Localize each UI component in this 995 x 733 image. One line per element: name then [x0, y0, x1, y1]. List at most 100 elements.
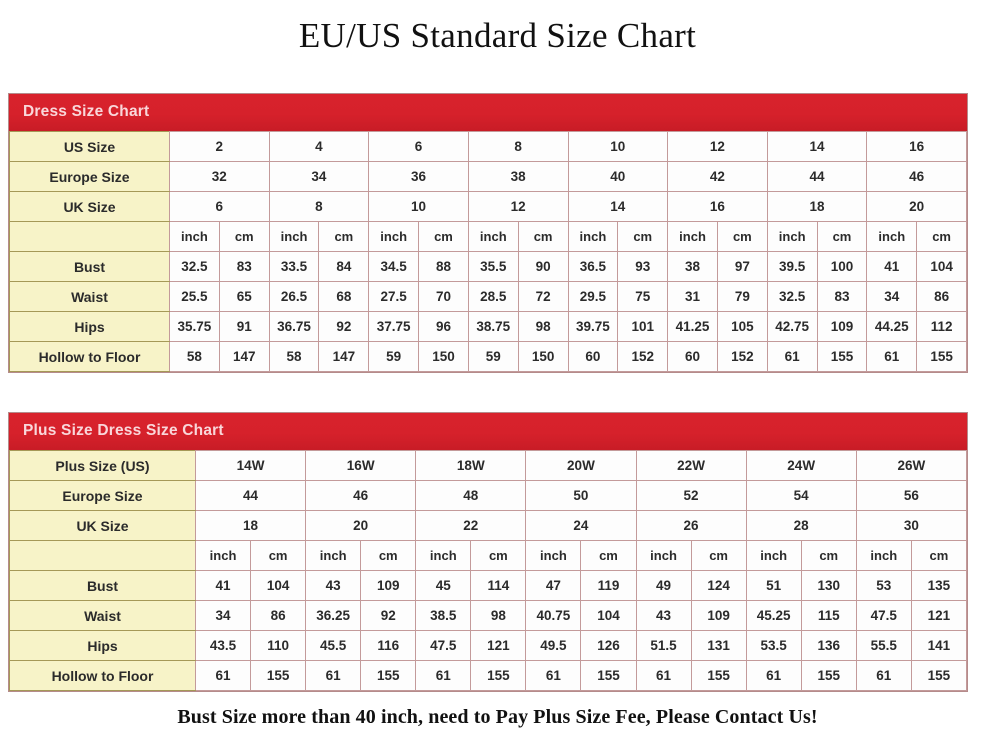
- measure-cell-inch: 32.5: [766, 281, 818, 312]
- measure-cell-cm: 155: [360, 660, 417, 691]
- size-cell: 40: [567, 161, 669, 192]
- size-cell: 18: [766, 191, 868, 222]
- measure-cell-inch: 29.5: [567, 281, 619, 312]
- size-cell: 44: [194, 480, 307, 511]
- unit-cm: cm: [716, 221, 768, 252]
- measure-cell-cm: 92: [318, 311, 370, 342]
- measure-cell-inch: 53: [855, 570, 912, 601]
- table-row: Bust 41 104 43 109 45 114 47 119 49 124 51 130 53 135: [9, 570, 968, 601]
- measure-cell-inch: 51: [745, 570, 802, 601]
- measure-cell-inch: 45.5: [305, 630, 362, 661]
- unit-inch: inch: [667, 221, 718, 252]
- row-label-2: UK Size: [9, 191, 170, 222]
- measure-cell-inch: 34.5: [368, 251, 420, 282]
- unit-inch: inch: [415, 540, 472, 571]
- measure-cell-cm: 150: [517, 341, 569, 372]
- measure-cell-inch: 27.5: [368, 281, 420, 312]
- unit-cm: cm: [816, 221, 868, 252]
- measure-cell-inch: 38.5: [415, 600, 472, 631]
- size-cell: 56: [855, 480, 968, 511]
- measure-cell-inch: 45.25: [745, 600, 802, 631]
- size-cell: 10: [567, 131, 669, 162]
- measure-cell-inch: 43: [635, 600, 692, 631]
- row-label-1: Europe Size: [9, 480, 196, 511]
- measure-cell-cm: 98: [517, 311, 569, 342]
- size-cell: 4: [268, 131, 370, 162]
- unit-cm: cm: [800, 540, 857, 571]
- measure-cell-cm: 119: [580, 570, 637, 601]
- measure-cell-inch: 42.75: [766, 311, 818, 342]
- measure-cell-cm: 83: [218, 251, 270, 282]
- measure-cell-inch: 36.25: [305, 600, 362, 631]
- table-row: US Size 2 4 6 8 10 12 14 16: [9, 131, 967, 162]
- unit-inch: inch: [368, 221, 420, 252]
- size-cell: 44: [766, 161, 868, 192]
- plus-size-table: Plus Size (US) 14W 16W 18W 20W 22W 24W 26W Europ…: [9, 450, 968, 691]
- measure-cell-inch: 36.75: [268, 311, 320, 342]
- unit-inch: inch: [745, 540, 802, 571]
- measure-cell-cm: 109: [360, 570, 417, 601]
- measure-cell-cm: 131: [690, 630, 747, 661]
- measure-cell-inch: 34: [866, 281, 918, 312]
- measure-cell-cm: 104: [580, 600, 637, 631]
- measure-cell-cm: 84: [318, 251, 370, 282]
- size-cell: 16: [667, 191, 768, 222]
- unit-inch: inch: [567, 221, 619, 252]
- chart-banner-title: Dress Size Chart: [9, 94, 967, 131]
- size-cell: 34: [268, 161, 370, 192]
- size-cell: 36: [368, 161, 469, 192]
- measure-cell-inch: 60: [667, 341, 718, 372]
- measure-cell-cm: 86: [916, 281, 967, 312]
- measure-cell-inch: 61: [635, 660, 692, 691]
- table-row: Hips 35.75 91 36.75 92 37.75 96 38.75 98 39.75 101…: [9, 311, 967, 342]
- measure-cell-cm: 79: [716, 281, 768, 312]
- size-cell: 6: [368, 131, 469, 162]
- size-cell: 14: [766, 131, 868, 162]
- measure-cell-inch: 40.75: [525, 600, 582, 631]
- measure-cell-cm: 155: [690, 660, 747, 691]
- measure-cell-cm: 114: [470, 570, 527, 601]
- size-cell: 28: [745, 510, 857, 541]
- measure-cell-inch: 44.25: [866, 311, 918, 342]
- measure-cell-inch: 47.5: [855, 600, 912, 631]
- size-cell: 52: [635, 480, 747, 511]
- measure-cell-cm: 126: [580, 630, 637, 661]
- measure-cell-cm: 97: [716, 251, 768, 282]
- measure-cell-inch: 59: [368, 341, 420, 372]
- row-label-1: Europe Size: [9, 161, 170, 192]
- size-cell: 12: [667, 131, 768, 162]
- measure-cell-cm: 105: [716, 311, 768, 342]
- measure-cell-cm: 109: [816, 311, 868, 342]
- measure-cell-inch: 47: [525, 570, 582, 601]
- table-row: UK Size 6 8 10 12 14 16 18 20: [9, 191, 967, 222]
- measure-cell-inch: 61: [194, 660, 252, 691]
- size-cell: 8: [467, 131, 569, 162]
- measure-cell-inch: 61: [305, 660, 362, 691]
- size-cell: 22W: [635, 450, 747, 481]
- measure-cell-cm: 91: [218, 311, 270, 342]
- size-cell: 14: [567, 191, 669, 222]
- measure-cell-cm: 90: [517, 251, 569, 282]
- unit-cm: cm: [910, 540, 968, 571]
- size-cell: 12: [467, 191, 569, 222]
- measure-cell-cm: 68: [318, 281, 370, 312]
- unit-cm: cm: [318, 221, 370, 252]
- measure-cell-inch: 39.75: [567, 311, 619, 342]
- measure-cell-cm: 155: [816, 341, 868, 372]
- measure-cell-inch: 36.5: [567, 251, 619, 282]
- measure-cell-inch: 61: [766, 341, 818, 372]
- measure-label-3: Hollow to Floor: [9, 341, 170, 372]
- measure-cell-inch: 41: [194, 570, 252, 601]
- unit-cm: cm: [250, 540, 307, 571]
- size-cell: 54: [745, 480, 857, 511]
- size-cell: 10: [368, 191, 469, 222]
- measure-cell-cm: 124: [690, 570, 747, 601]
- measure-cell-cm: 104: [250, 570, 307, 601]
- measure-cell-inch: 47.5: [415, 630, 472, 661]
- measure-cell-inch: 43.5: [194, 630, 252, 661]
- size-cell: 16W: [305, 450, 417, 481]
- measure-cell-inch: 26.5: [268, 281, 320, 312]
- measure-cell-inch: 32.5: [169, 251, 220, 282]
- measure-cell-inch: 41.25: [667, 311, 718, 342]
- measure-cell-cm: 98: [470, 600, 527, 631]
